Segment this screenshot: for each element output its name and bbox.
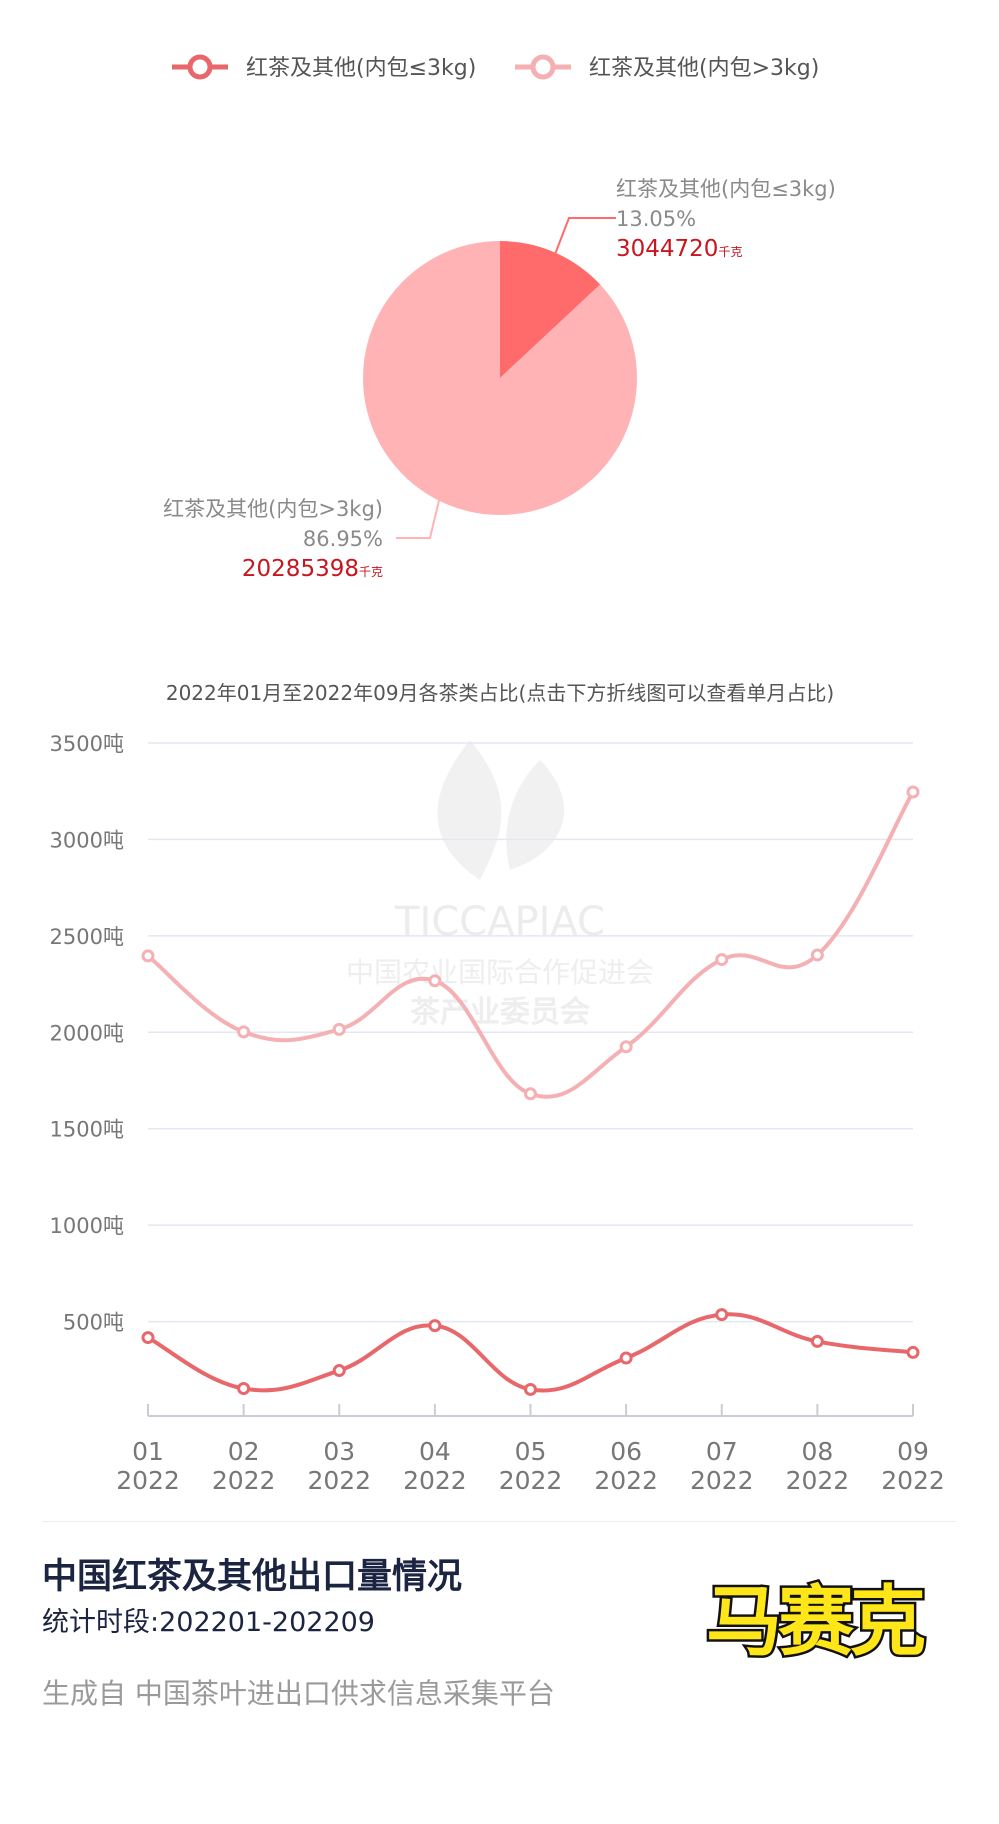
data-point[interactable] bbox=[524, 1382, 537, 1396]
leader-line bbox=[396, 487, 443, 539]
stat-period: 统计时段:202201-202209 bbox=[42, 1607, 375, 1638]
y-tick-label: 2000吨 bbox=[50, 1021, 124, 1045]
data-point[interactable] bbox=[237, 1381, 251, 1395]
x-tick-label: 2022 bbox=[881, 1466, 945, 1495]
data-point[interactable] bbox=[332, 1364, 346, 1378]
line-chart-title: 2022年01月至2022年09月各茶类占比(点击下方折线图可以查看单月占比) bbox=[166, 681, 834, 705]
mosaic-sticker: 马赛克 bbox=[704, 1575, 929, 1669]
data-point[interactable] bbox=[810, 1334, 824, 1348]
data-point[interactable] bbox=[906, 785, 920, 799]
pie-slice bbox=[362, 241, 637, 515]
legend-label: 红茶及其他(内包≤3kg) bbox=[246, 56, 476, 81]
chart-canvas: 红茶及其他(内包≤3kg) 红茶及其他(内包>3kg) 红茶及其他(内包≤3kg) 1… bbox=[50, 54, 945, 1495]
y-tick-label: 1000吨 bbox=[50, 1214, 124, 1238]
divider bbox=[42, 1521, 956, 1522]
data-point[interactable] bbox=[428, 1319, 442, 1333]
x-tick-label: 2022 bbox=[594, 1466, 658, 1495]
legend-label: 红茶及其他(内包>3kg) bbox=[589, 56, 819, 81]
pie-label-name: 红茶及其他(内包>3kg) bbox=[163, 497, 383, 521]
legend-item[interactable]: 红茶及其他(内包>3kg) bbox=[515, 54, 819, 81]
data-point[interactable] bbox=[715, 953, 729, 967]
watermark-line1: 中国农业国际合作促进会 bbox=[346, 956, 654, 989]
watermark-line2: 茶产业委员会 bbox=[410, 995, 590, 1030]
data-point[interactable] bbox=[619, 1351, 633, 1365]
data-point[interactable] bbox=[141, 949, 155, 963]
data-point[interactable] bbox=[237, 1025, 251, 1039]
page-title: 中国红茶及其他出口量情况 bbox=[42, 1557, 463, 1597]
legend-circle-icon bbox=[187, 54, 213, 80]
pie-label-name: 红茶及其他(内包≤3kg) bbox=[616, 177, 836, 201]
y-tick-label: 500吨 bbox=[63, 1311, 124, 1335]
x-tick-label: 03 bbox=[323, 1437, 355, 1466]
x-tick-label: 2022 bbox=[403, 1466, 467, 1495]
watermark-logo-text: TICCAPIAC bbox=[394, 899, 605, 945]
y-tick-label: 1500吨 bbox=[50, 1118, 124, 1142]
data-point[interactable] bbox=[619, 1040, 633, 1054]
x-tick-label: 05 bbox=[515, 1437, 547, 1466]
x-tick-label: 2022 bbox=[116, 1466, 180, 1495]
x-tick-label: 2022 bbox=[307, 1466, 371, 1495]
data-point[interactable] bbox=[332, 1022, 346, 1036]
source-text: 生成自 中国茶叶进出口供求信息采集平台 bbox=[42, 1677, 555, 1710]
x-tick-label: 2022 bbox=[499, 1466, 563, 1495]
x-tick-label: 2022 bbox=[690, 1466, 754, 1495]
x-tick-label: 09 bbox=[897, 1437, 929, 1466]
watermark-leaf-icon bbox=[437, 740, 564, 880]
x-tick-label: 2022 bbox=[212, 1466, 276, 1495]
y-tick-label: 3000吨 bbox=[50, 828, 124, 852]
pie-label-percent: 13.05% bbox=[616, 207, 696, 231]
x-tick-label: 08 bbox=[801, 1437, 833, 1466]
data-point[interactable] bbox=[715, 1308, 729, 1322]
data-point[interactable] bbox=[428, 974, 442, 988]
series-line bbox=[147, 1312, 914, 1393]
x-tick-label: 01 bbox=[132, 1437, 164, 1466]
data-point[interactable] bbox=[810, 948, 824, 962]
y-tick-label: 2500吨 bbox=[50, 925, 124, 949]
leader-line bbox=[551, 217, 616, 263]
x-tick-label: 04 bbox=[419, 1437, 451, 1466]
x-tick-label: 02 bbox=[228, 1437, 260, 1466]
pie-label-value: 3044720千克 bbox=[616, 236, 742, 262]
y-tick-label: 3500吨 bbox=[50, 732, 124, 756]
x-tick-label: 06 bbox=[610, 1437, 642, 1466]
data-point[interactable] bbox=[906, 1345, 920, 1359]
data-point[interactable] bbox=[524, 1087, 537, 1101]
pie-slice bbox=[500, 241, 601, 378]
legend-circle-icon bbox=[530, 54, 556, 80]
pie-label-percent: 86.95% bbox=[303, 527, 383, 551]
legend-item[interactable]: 红茶及其他(内包≤3kg) bbox=[172, 54, 476, 81]
x-tick-label: 07 bbox=[706, 1437, 738, 1466]
pie-label-value: 20285398千克 bbox=[242, 556, 383, 582]
data-point[interactable] bbox=[141, 1331, 155, 1345]
x-tick-label: 2022 bbox=[786, 1466, 850, 1495]
